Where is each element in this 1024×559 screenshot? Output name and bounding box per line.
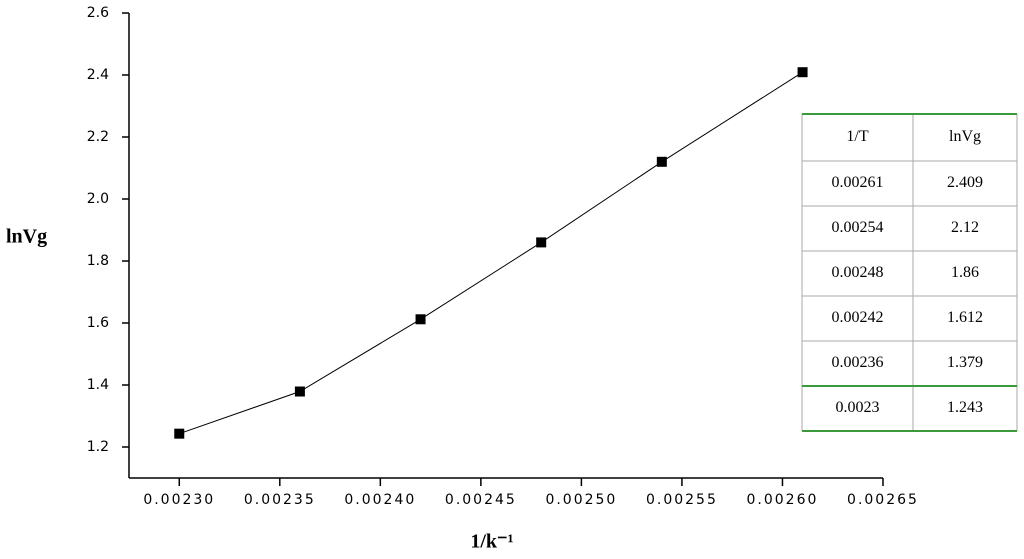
x-tick-label: 0.00260 [747, 492, 819, 508]
y-tick-label: 2.4 [87, 67, 109, 83]
table-cell: 0.00248 [832, 264, 884, 281]
table-cell: 1.86 [951, 264, 979, 281]
table-cell: 0.00236 [832, 354, 884, 371]
table-cell: 1.612 [947, 309, 983, 326]
table-bg [802, 114, 1017, 431]
x-tick-label: 0.00240 [344, 492, 416, 508]
point [415, 314, 426, 325]
x-tick-label: 0.00235 [244, 492, 316, 508]
y-tick-label: 1.6 [87, 315, 109, 331]
point [656, 156, 667, 167]
table-cell: 0.0023 [836, 399, 880, 416]
x-tick-label: 0.00255 [646, 492, 718, 508]
series-line [179, 71, 803, 435]
x-tick-label: 0.00250 [545, 492, 617, 508]
point [174, 428, 185, 439]
table-cell: 1.379 [947, 354, 983, 371]
x-tick-label: 0.00230 [143, 492, 215, 508]
y-tick-label: 2.0 [87, 191, 109, 207]
point [536, 237, 547, 248]
table-cell: 2.409 [947, 174, 983, 191]
y-tick-label: 2.6 [87, 5, 109, 21]
table-cell: 0.00254 [832, 219, 884, 236]
x-tick-label: 0.00245 [445, 492, 517, 508]
y-axis-label: lnVg [6, 226, 47, 248]
y-tick-label: 1.8 [87, 253, 109, 269]
x-tick-label: 0.00265 [847, 492, 919, 508]
table-cell: 2.12 [951, 219, 979, 236]
table-header: 1/T [846, 128, 868, 145]
x-axis-label: 1/k⁻¹ [470, 531, 513, 553]
y-tick-label: 1.2 [87, 439, 109, 455]
y-tick-label: 1.4 [87, 377, 109, 393]
point [294, 386, 305, 397]
table-header: lnVg [949, 128, 981, 145]
table-cell: 0.00261 [832, 174, 884, 191]
table-cell: 0.00242 [832, 309, 884, 326]
y-tick-label: 2.2 [87, 129, 109, 145]
point [797, 67, 808, 78]
table-cell: 1.243 [947, 399, 983, 416]
